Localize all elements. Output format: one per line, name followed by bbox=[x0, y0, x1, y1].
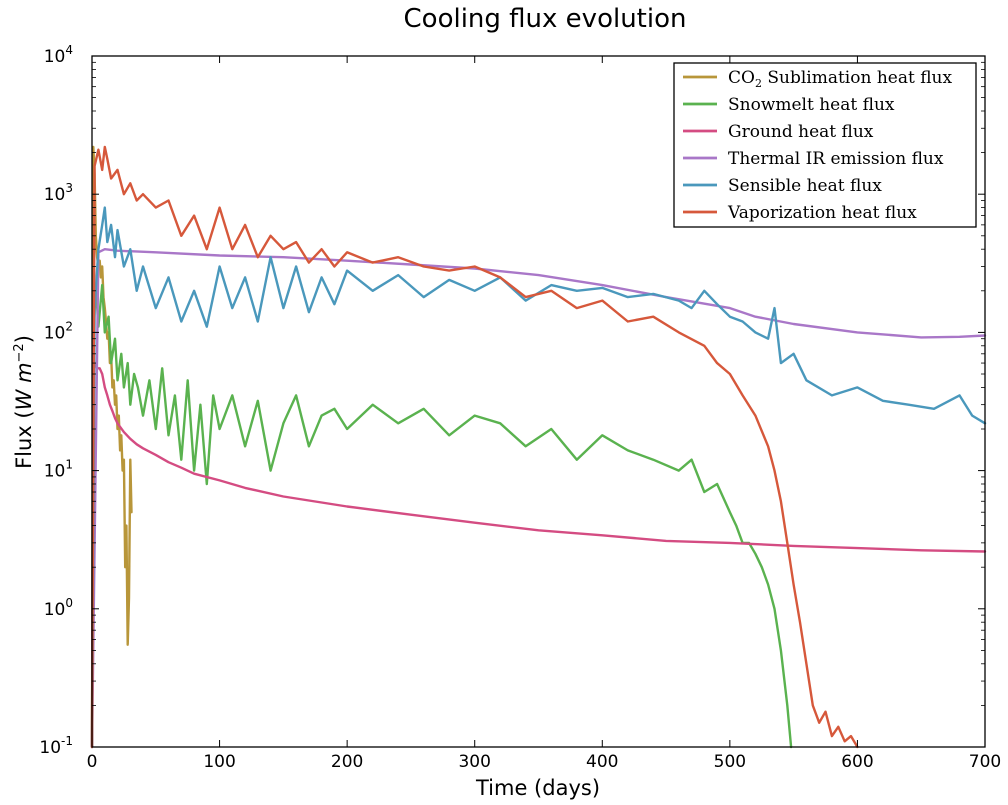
legend-label-2: Ground heat flux bbox=[728, 122, 874, 142]
y-tick-label: 103 bbox=[44, 181, 73, 205]
y-tick-label: 102 bbox=[44, 319, 73, 343]
legend-label-3: Thermal IR emission flux bbox=[728, 149, 944, 169]
y-tick-label: 10-1 bbox=[39, 734, 73, 758]
legend: CO2 Sublimation heat flux Snowmelt heat f… bbox=[673, 62, 977, 228]
x-tick-label: 300 bbox=[458, 752, 490, 772]
y-axis-label: Flux (W m−2) bbox=[12, 335, 36, 469]
x-tick-label: 200 bbox=[331, 752, 363, 772]
y-axis-label-base: Flux ( bbox=[12, 410, 36, 469]
series-line-1 bbox=[90, 283, 793, 749]
legend-label-5: Vaporization heat flux bbox=[727, 203, 917, 223]
series-lines bbox=[90, 145, 987, 749]
legend-box bbox=[673, 62, 977, 228]
x-axis-ticks: 0 100 200 300 400 500 600 700 bbox=[87, 56, 1001, 772]
x-axis-label: Time (days) bbox=[475, 776, 600, 800]
series-line-2 bbox=[90, 352, 987, 749]
legend-label-4: Sensible heat flux bbox=[728, 176, 882, 196]
x-tick-label: 0 bbox=[87, 752, 98, 772]
y-axis-label-close: ) bbox=[12, 335, 36, 343]
legend-label-1: Snowmelt heat flux bbox=[728, 95, 895, 115]
chart-title: Cooling flux evolution bbox=[404, 4, 687, 34]
x-tick-label: 700 bbox=[969, 752, 1001, 772]
y-axis-ticks: 10-1 100 101 102 103 104 bbox=[39, 43, 985, 758]
y-tick-label: 101 bbox=[44, 458, 73, 482]
series-line-5 bbox=[90, 145, 859, 749]
y-tick-label: 100 bbox=[44, 596, 73, 620]
y-axis-label-exp: −2 bbox=[12, 343, 27, 362]
y-tick-label: 104 bbox=[44, 43, 73, 67]
legend-entries: CO2 Sublimation heat flux Snowmelt heat f… bbox=[683, 68, 952, 223]
series-line-4 bbox=[90, 206, 987, 749]
x-tick-label: 100 bbox=[203, 752, 235, 772]
x-tick-label: 500 bbox=[714, 752, 746, 772]
legend-label-0: CO2 Sublimation heat flux bbox=[728, 68, 952, 90]
x-tick-label: 600 bbox=[841, 752, 873, 772]
x-tick-label: 400 bbox=[586, 752, 618, 772]
plot-frame bbox=[91, 55, 986, 748]
series-line-3 bbox=[90, 248, 987, 749]
y-axis-label-var: W m bbox=[12, 362, 36, 410]
